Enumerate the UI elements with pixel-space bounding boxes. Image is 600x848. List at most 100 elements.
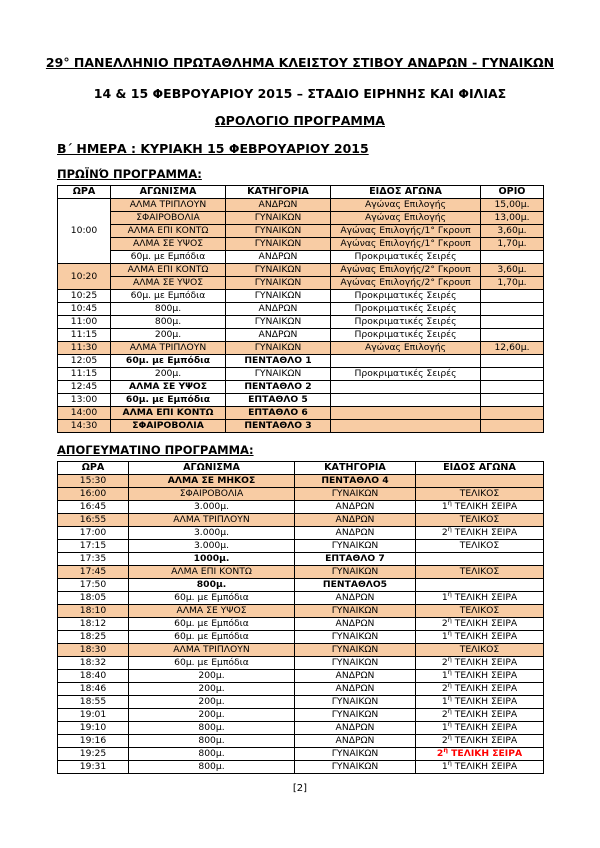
table-row: 11:15 200μ. ΑΝΔΡΩΝ Προκριματικές Σειρές	[57, 328, 544, 342]
limit-cell: 3,60μ.	[480, 263, 544, 277]
time-cell: 11:15	[57, 328, 111, 342]
column-header: ΩΡΑ	[57, 185, 111, 199]
event-cell: 60μ. με Εμπόδια	[110, 250, 226, 264]
event-cell: 3.000μ.	[128, 539, 295, 553]
time-cell: 15:30	[57, 474, 129, 488]
kind-cell: 1η ΤΕΛΙΚΗ ΣΕΙΡΑ	[415, 695, 544, 709]
afternoon-program-table: ΩΡΑ ΑΓΩΝΙΣΜΑ ΚΑΤΗΓΟΡΙΑ ΕΙΔΟΣ ΑΓΩΝΑ 15:30 ΑΛΜΑ…	[57, 461, 544, 774]
limit-cell	[480, 250, 544, 264]
limit-cell: 15,00μ.	[480, 198, 544, 212]
category-cell: ΠΕΝΤΑΘΛΟ 1	[225, 354, 331, 368]
category-cell: ΓΥΝΑΙΚΩΝ	[294, 539, 416, 553]
event-cell: 800μ.	[128, 760, 295, 774]
event-cell: 800μ.	[128, 747, 295, 761]
kind-cell: Προκριματικές Σειρές	[330, 315, 481, 329]
kind-cell: Προκριματικές Σειρές	[330, 250, 481, 264]
kind-cell: Αγώνας Επιλογής	[330, 341, 481, 355]
table-row: 18:05 60μ. με Εμπόδια ΑΝΔΡΩΝ 1η ΤΕΛΙΚΗ ΣΕΙΡ…	[57, 591, 544, 605]
kind-cell: Αγώνας Επιλογής/2° Γκρουπ	[330, 276, 481, 290]
event-cell: ΑΛΜΑ ΣΕ ΥΨΟΣ	[128, 604, 295, 618]
category-cell: ΓΥΝΑΙΚΩΝ	[294, 695, 416, 709]
event-cell: ΑΛΜΑ ΣΕ ΥΨΟΣ	[110, 276, 226, 290]
time-cell: 13:00	[57, 393, 111, 407]
category-cell: ΓΥΝΑΙΚΩΝ	[294, 760, 416, 774]
category-cell: ΓΥΝΑΙΚΩΝ	[294, 643, 416, 657]
table-row: ΣΦΑΙΡΟΒΟΛΙΑ ΓΥΝΑΙΚΩΝ Αγώνας Επιλογής 13,00μ…	[58, 211, 544, 225]
limit-cell: 12,60μ.	[480, 341, 544, 355]
time-cell: 11:30	[57, 341, 111, 355]
event-cell: ΣΦΑΙΡΟΒΟΛΙΑ	[128, 487, 295, 501]
column-header: ΚΑΤΗΓΟΡΙΑ	[294, 461, 416, 475]
table-row: 18:25 60μ. με Εμπόδια ΓΥΝΑΙΚΩΝ 1η ΤΕΛΙΚΗ ΣΕ…	[57, 630, 544, 644]
time-cell: 19:10	[57, 721, 129, 735]
ordinal-superscript: η	[447, 708, 452, 715]
category-cell: ΓΥΝΑΙΚΩΝ	[225, 315, 331, 329]
kind-cell: 2η ΤΕΛΙΚΗ ΣΕΙΡΑ	[415, 682, 544, 696]
time-cell: 18:30	[57, 643, 129, 657]
table-row: 18:10 ΑΛΜΑ ΣΕ ΥΨΟΣ ΓΥΝΑΙΚΩΝ ΤΕΛΙΚΟΣ	[57, 604, 544, 618]
table-row: 16:00 ΣΦΑΙΡΟΒΟΛΙΑ ΓΥΝΑΙΚΩΝ ΤΕΛΙΚΟΣ	[57, 487, 544, 501]
time-cell: 12:45	[57, 380, 111, 394]
category-cell: ΑΝΔΡΩΝ	[294, 617, 416, 631]
category-cell: ΓΥΝΑΙΚΩΝ	[294, 565, 416, 579]
time-cell: 19:25	[57, 747, 129, 761]
time-cell: 17:15	[57, 539, 129, 553]
event-cell: 60μ. με Εμπόδια	[128, 617, 295, 631]
document-subtitle: 14 & 15 ΦΕΒΡΟΥΑΡΙΟΥ 2015 – ΣΤΑΔΙΟ ΕΙΡΗΝΗ…	[93, 86, 507, 101]
event-cell: ΑΛΜΑ ΣΕ ΜΗΚΟΣ	[128, 474, 295, 488]
table-row: ΑΛΜΑ ΕΠΙ ΚΟΝΤΩ ΓΥΝΑΙΚΩΝ Αγώνας Επιλογής/1°…	[58, 224, 544, 238]
event-cell: 200μ.	[110, 367, 226, 381]
morning-program-table: ΩΡΑ ΑΓΩΝΙΣΜΑ ΚΑΤΗΓΟΡΙΑ ΕΙΔΟΣ ΑΓΩΝΑ ΟΡΙΟ 10:00…	[57, 185, 544, 433]
time-cell: 11:00	[57, 315, 111, 329]
ordinal-superscript: η	[447, 760, 452, 767]
time-cell: 14:30	[57, 419, 111, 433]
limit-cell	[480, 328, 544, 342]
kind-cell: Αγώνας Επιλογής/1° Γκρουπ	[330, 224, 481, 238]
event-cell: 60μ. με Εμπόδια	[110, 354, 226, 368]
category-cell: ΑΝΔΡΩΝ	[225, 302, 331, 316]
table-row: 18:12 60μ. με Εμπόδια ΑΝΔΡΩΝ 2η ΤΕΛΙΚΗ ΣΕΙΡ…	[57, 617, 544, 631]
kind-cell: 2η ΤΕΛΙΚΗ ΣΕΙΡΑ	[415, 708, 544, 722]
limit-cell	[480, 315, 544, 329]
time-cell: 16:45	[57, 500, 129, 514]
category-cell: ΑΝΔΡΩΝ	[225, 328, 331, 342]
category-cell: ΠΕΝΤΑΘΛΟ5	[294, 578, 416, 592]
time-cell: 16:55	[57, 513, 129, 527]
kind-cell: 2η ΤΕΛΙΚΗ ΣΕΙΡΑ	[415, 526, 544, 540]
limit-cell	[480, 380, 544, 394]
ordinal-superscript: η	[447, 669, 452, 676]
time-cell: 18:40	[57, 669, 129, 683]
event-cell: 200μ.	[128, 708, 295, 722]
ordinal-superscript: η	[447, 500, 452, 507]
table-row: 10:20 ΑΛΜΑ ΕΠΙ ΚΟΝΤΩ ΓΥΝΑΙΚΩΝ Αγώνας Επιλογ…	[57, 263, 544, 290]
table-row: 18:30 ΑΛΜΑ ΤΡΙΠΛΟΥΝ ΓΥΝΑΙΚΩΝ ΤΕΛΙΚΟΣ	[57, 643, 544, 657]
ordinal-superscript: η	[447, 695, 452, 702]
kind-cell: 1η ΤΕΛΙΚΗ ΣΕΙΡΑ	[415, 669, 544, 683]
kind-cell: ΤΕΛΙΚΟΣ	[415, 513, 544, 527]
event-cell: ΑΛΜΑ ΕΠΙ ΚΟΝΤΩ	[110, 224, 226, 238]
event-cell: 3.000μ.	[128, 526, 295, 540]
category-cell: ΓΥΝΑΙΚΩΝ	[225, 263, 331, 277]
event-cell: 1000μ.	[128, 552, 295, 566]
ordinal-superscript: η	[447, 591, 452, 598]
time-cell: 19:16	[57, 734, 129, 748]
category-cell: ΑΝΔΡΩΝ	[294, 513, 416, 527]
time-cell: 10:20	[57, 263, 111, 290]
table-row: 19:01 200μ. ΓΥΝΑΙΚΩΝ 2η ΤΕΛΙΚΗ ΣΕΙΡΑ	[57, 708, 544, 722]
limit-cell: 13,00μ.	[480, 211, 544, 225]
time-cell: 18:32	[57, 656, 129, 670]
table-row: 18:32 60μ. με Εμπόδια ΓΥΝΑΙΚΩΝ 2η ΤΕΛΙΚΗ ΣΕ…	[57, 656, 544, 670]
kind-cell: ΤΕΛΙΚΟΣ	[415, 539, 544, 553]
event-cell: ΑΛΜΑ ΕΠΙ ΚΟΝΤΩ	[110, 406, 226, 420]
table-row: 10:45 800μ. ΑΝΔΡΩΝ Προκριματικές Σειρές	[57, 302, 544, 316]
limit-cell: 1,70μ.	[480, 276, 544, 290]
kind-cell: 1η ΤΕΛΙΚΗ ΣΕΙΡΑ	[415, 721, 544, 735]
time-cell: 10:25	[57, 289, 111, 303]
table-row: 12:05 60μ. με Εμπόδια ΠΕΝΤΑΘΛΟ 1	[57, 354, 544, 368]
event-cell: 800μ.	[110, 302, 226, 316]
time-cell: 18:10	[57, 604, 129, 618]
ordinal-superscript: η	[447, 617, 452, 624]
table-row: 60μ. με Εμπόδια ΑΝΔΡΩΝ Προκριματικές Σειρέ…	[58, 250, 544, 264]
category-cell: ΑΝΔΡΩΝ	[294, 526, 416, 540]
category-cell: ΑΝΔΡΩΝ	[225, 250, 331, 264]
